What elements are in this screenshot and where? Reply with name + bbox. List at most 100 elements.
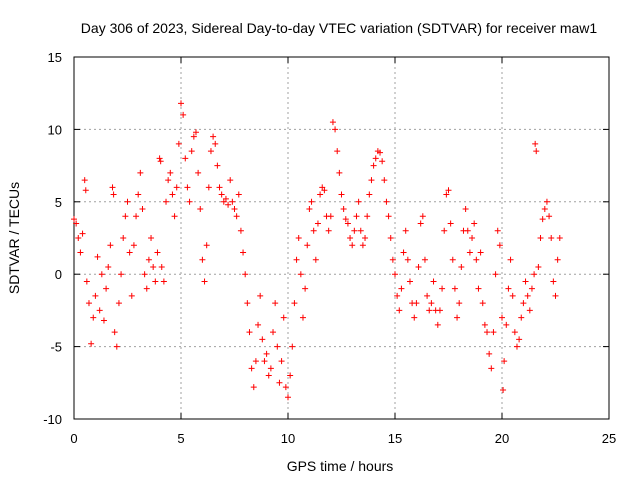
data-point bbox=[552, 292, 559, 299]
data-point bbox=[103, 285, 110, 292]
data-point bbox=[304, 242, 311, 249]
data-point bbox=[130, 242, 137, 249]
data-point bbox=[110, 191, 117, 198]
data-point bbox=[421, 256, 428, 263]
data-point bbox=[111, 329, 118, 336]
data-point bbox=[372, 155, 379, 162]
data-point bbox=[479, 300, 486, 307]
data-point bbox=[75, 235, 82, 241]
data-point bbox=[501, 358, 508, 365]
data-point bbox=[141, 271, 148, 278]
data-point bbox=[413, 300, 420, 307]
data-point bbox=[242, 271, 249, 278]
data-point bbox=[205, 184, 212, 191]
y-tick-label: 5 bbox=[55, 195, 62, 210]
data-point bbox=[73, 220, 80, 227]
data-point bbox=[197, 206, 204, 213]
data-point bbox=[128, 292, 135, 299]
data-point bbox=[139, 206, 146, 213]
data-point bbox=[199, 256, 206, 263]
data-point bbox=[126, 249, 133, 256]
data-point bbox=[443, 191, 450, 198]
data-point bbox=[163, 198, 170, 205]
data-point bbox=[261, 358, 268, 365]
data-point bbox=[550, 278, 557, 285]
chart-title: Day 306 of 2023, Sidereal Day-to-day VTE… bbox=[81, 20, 598, 36]
data-point bbox=[184, 184, 191, 191]
data-point bbox=[229, 198, 236, 205]
data-point bbox=[94, 253, 101, 260]
data-point bbox=[447, 220, 454, 227]
data-point bbox=[133, 213, 140, 220]
data-point bbox=[178, 100, 184, 107]
x-tick-label: 25 bbox=[602, 431, 616, 446]
data-point bbox=[113, 343, 120, 350]
data-point bbox=[255, 321, 262, 328]
data-point bbox=[154, 249, 161, 256]
data-point bbox=[325, 227, 332, 234]
data-point bbox=[137, 169, 144, 176]
data-point bbox=[469, 235, 476, 241]
data-point bbox=[210, 133, 217, 140]
data-point bbox=[387, 235, 394, 241]
data-point bbox=[167, 169, 174, 176]
data-point bbox=[441, 227, 448, 234]
data-point bbox=[539, 216, 546, 223]
data-point bbox=[507, 256, 514, 263]
data-point bbox=[466, 249, 473, 256]
data-point bbox=[520, 300, 527, 307]
x-tick-label: 5 bbox=[177, 431, 184, 446]
data-point bbox=[503, 321, 510, 328]
data-point bbox=[289, 343, 296, 350]
y-tick-label: 10 bbox=[48, 122, 62, 137]
data-point bbox=[274, 343, 281, 350]
data-point bbox=[195, 169, 202, 176]
data-point bbox=[152, 278, 159, 285]
data-point bbox=[436, 307, 443, 314]
data-point bbox=[148, 235, 155, 241]
x-tick-label: 15 bbox=[388, 431, 402, 446]
data-point bbox=[351, 227, 358, 234]
data-point bbox=[355, 198, 362, 205]
data-point bbox=[276, 379, 283, 386]
data-point bbox=[426, 307, 433, 314]
data-point bbox=[364, 213, 371, 220]
data-point bbox=[282, 384, 289, 391]
data-point bbox=[462, 206, 469, 213]
data-point bbox=[383, 198, 390, 205]
data-point bbox=[477, 249, 484, 256]
data-point bbox=[109, 184, 116, 191]
data-point bbox=[156, 155, 163, 162]
data-point bbox=[454, 314, 461, 321]
data-point bbox=[404, 256, 411, 263]
data-point bbox=[471, 220, 478, 227]
data-point bbox=[537, 235, 544, 241]
data-point bbox=[332, 126, 339, 133]
axis-ticks: 0 5 10 15 20 25 -10 -5 0 5 10 15 bbox=[43, 50, 616, 446]
data-point bbox=[160, 278, 167, 285]
data-point bbox=[82, 187, 89, 194]
data-point bbox=[342, 216, 349, 223]
data-point bbox=[310, 227, 317, 234]
data-point bbox=[475, 285, 482, 292]
data-point bbox=[120, 235, 127, 241]
data-point bbox=[522, 278, 529, 285]
data-point bbox=[434, 321, 441, 328]
data-point bbox=[302, 285, 309, 292]
data-point bbox=[278, 358, 285, 365]
data-point bbox=[419, 213, 426, 220]
data-point bbox=[83, 278, 90, 285]
data-point bbox=[207, 148, 214, 155]
data-point bbox=[150, 263, 157, 270]
data-point bbox=[473, 256, 480, 263]
data-point bbox=[190, 133, 197, 140]
data-point bbox=[344, 220, 351, 227]
data-point bbox=[338, 191, 345, 198]
data-point bbox=[524, 292, 531, 299]
data-point bbox=[546, 213, 553, 220]
data-point bbox=[235, 191, 242, 198]
data-point bbox=[214, 162, 221, 169]
data-point bbox=[81, 177, 88, 184]
data-point bbox=[308, 198, 315, 205]
